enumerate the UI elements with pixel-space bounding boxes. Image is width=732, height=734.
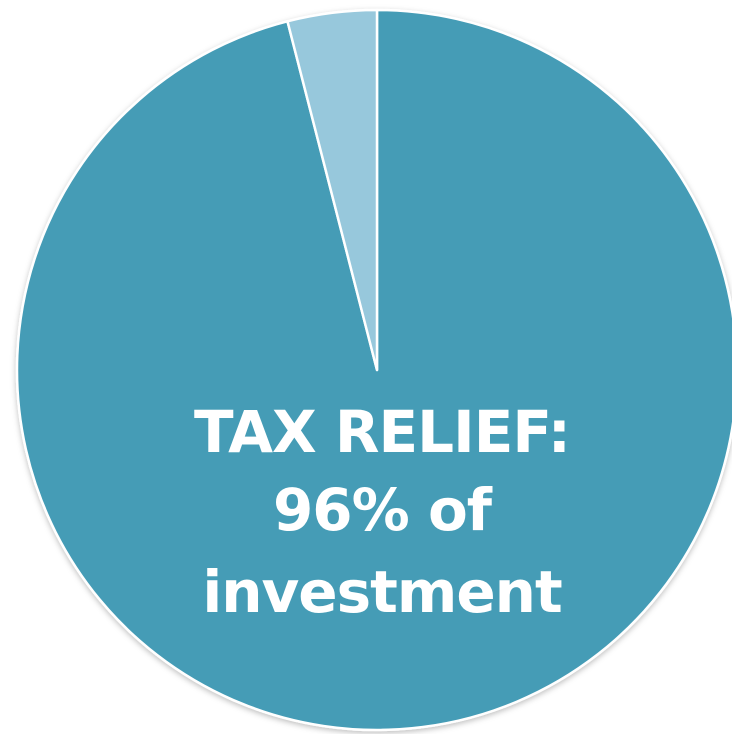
pie-slices — [15, 8, 732, 732]
pie-slice-0 — [15, 8, 732, 732]
annotation-line-2: 96% of — [273, 476, 493, 544]
pie-annotation: TAX RELIEF: 96% of investment — [194, 398, 571, 626]
annotation-line-1: TAX RELIEF: — [194, 398, 570, 466]
annotation-line-3: investment — [202, 558, 562, 626]
pie-slice-1 — [286, 8, 379, 372]
